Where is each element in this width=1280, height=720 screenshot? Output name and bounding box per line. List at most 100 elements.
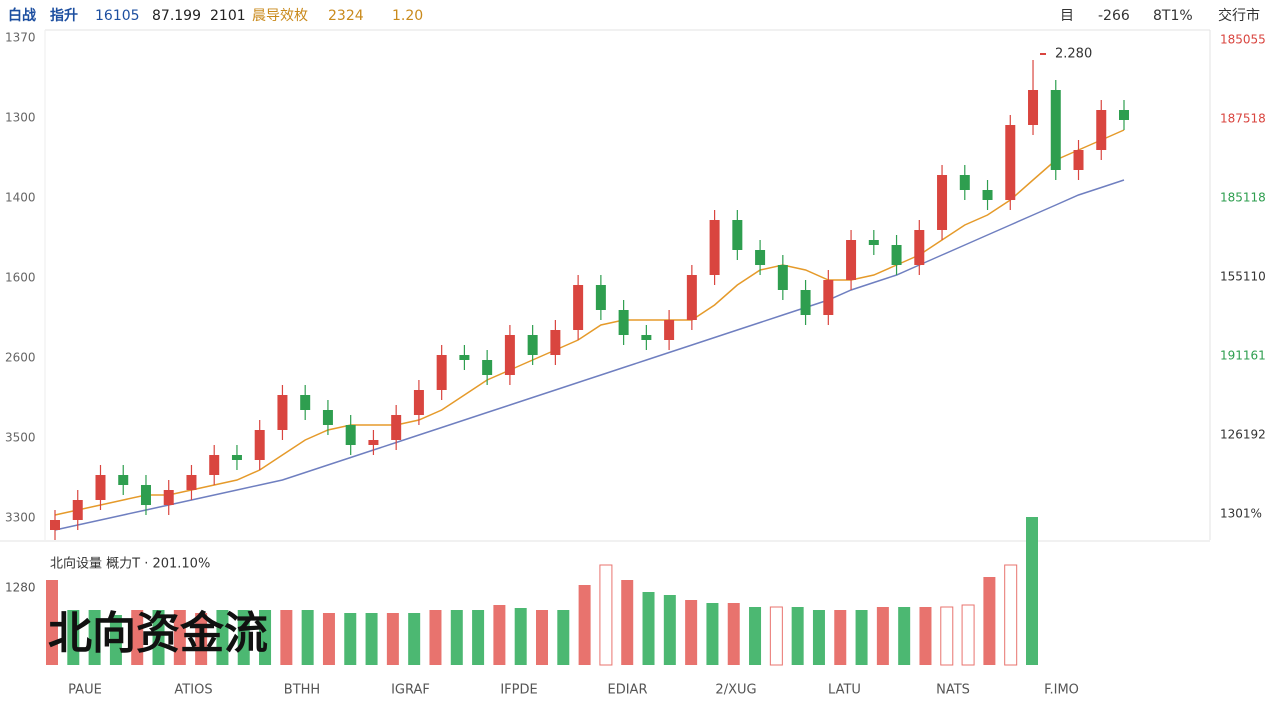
y-axis-label: 1300 bbox=[5, 111, 36, 125]
volume-bar bbox=[834, 610, 847, 665]
candle-body bbox=[436, 355, 447, 390]
volume-bar bbox=[450, 610, 463, 665]
candle-body bbox=[777, 265, 788, 290]
candle-body bbox=[914, 230, 925, 265]
y2-axis-label: 185055 bbox=[1220, 33, 1266, 47]
candle-body bbox=[95, 475, 106, 500]
volume-bar bbox=[109, 615, 122, 665]
y2-axis-label: 187518 bbox=[1220, 112, 1266, 126]
candle-body bbox=[959, 175, 970, 190]
header-item: 2101 bbox=[210, 8, 246, 24]
x-tick-label: IFPDE bbox=[500, 683, 537, 698]
volume-bar bbox=[769, 606, 783, 666]
x-tick-label: 2/XUG bbox=[715, 683, 756, 698]
x-tick-label: BTHH bbox=[284, 683, 320, 698]
volume-bar bbox=[322, 613, 335, 665]
annotation: 2.280 bbox=[1055, 47, 1092, 62]
candle-body bbox=[982, 190, 993, 200]
volume-bar bbox=[344, 613, 357, 665]
volume-bar bbox=[1026, 517, 1038, 665]
y2-axis-label: 155110 bbox=[1220, 270, 1266, 284]
volume-bar bbox=[88, 610, 101, 665]
volume-bar bbox=[429, 610, 442, 665]
candle-body bbox=[1096, 110, 1107, 150]
y2-axis-label: 185118 bbox=[1220, 191, 1266, 205]
volume-bar bbox=[791, 607, 804, 665]
candle-body bbox=[732, 220, 743, 250]
volume-bar bbox=[46, 580, 58, 665]
header-item: 交行市 bbox=[1218, 7, 1260, 24]
volume-bar bbox=[408, 613, 421, 665]
y2-axis-label: 1301% bbox=[1220, 507, 1262, 521]
volume-bar bbox=[983, 577, 996, 665]
volume-bar bbox=[173, 610, 186, 665]
y-axis-label: 1400 bbox=[5, 191, 36, 205]
volume-bar bbox=[685, 600, 698, 665]
candle-body bbox=[277, 395, 288, 430]
y2-axis-label: 126192 bbox=[1220, 428, 1266, 442]
volume-bar bbox=[216, 610, 229, 665]
candle-body bbox=[482, 360, 493, 375]
volume-bar bbox=[940, 606, 954, 666]
candle-body bbox=[413, 390, 424, 415]
volume-bar bbox=[280, 610, 293, 665]
candle-body bbox=[163, 490, 174, 505]
x-tick-label: LATU bbox=[828, 683, 861, 698]
candle-body bbox=[345, 425, 356, 445]
x-tick-label: IGRAF bbox=[391, 683, 430, 698]
candle-body bbox=[322, 410, 333, 425]
volume-bar bbox=[876, 607, 889, 665]
volume-bar bbox=[812, 610, 825, 665]
x-tick-label: PAUE bbox=[68, 683, 102, 698]
volume-bar bbox=[898, 607, 911, 665]
candle-body bbox=[595, 285, 606, 310]
x-tick-label: NATS bbox=[936, 683, 970, 698]
volume-bar bbox=[642, 592, 655, 665]
header-item: -266 bbox=[1098, 8, 1130, 24]
candle-body bbox=[641, 335, 652, 340]
candle-body bbox=[368, 440, 379, 445]
candle-body bbox=[504, 335, 515, 375]
header-item: 白战 bbox=[8, 7, 36, 24]
header-item: 目 bbox=[1060, 8, 1074, 24]
volume-bar bbox=[259, 610, 272, 665]
y-axis-label: 3500 bbox=[5, 431, 36, 445]
volume-bar bbox=[1004, 564, 1018, 666]
candle-body bbox=[1119, 110, 1129, 120]
x-tick-label: F.IMO bbox=[1044, 683, 1079, 698]
volume-bar bbox=[365, 613, 378, 665]
x-tick-label: ATIOS bbox=[174, 683, 212, 698]
volume-bar bbox=[67, 610, 80, 665]
chart-title: 北向资金流 bbox=[48, 608, 268, 659]
volume-bar bbox=[621, 580, 634, 665]
header-item: 晨导效枚 bbox=[252, 8, 308, 24]
header-item: 16105 bbox=[95, 8, 140, 24]
candle-body bbox=[391, 415, 402, 440]
candle-body bbox=[72, 500, 83, 520]
candle-body bbox=[618, 310, 629, 335]
candle-body bbox=[186, 475, 197, 490]
candle-body bbox=[1005, 125, 1016, 200]
x-tick-label: EDIAR bbox=[608, 683, 648, 698]
candle-body bbox=[459, 355, 470, 360]
volume-bar bbox=[237, 610, 250, 665]
candle-body bbox=[891, 245, 902, 265]
candle-body bbox=[527, 335, 538, 355]
volume-bar bbox=[386, 613, 399, 665]
candle-body bbox=[231, 455, 242, 460]
volume-bar bbox=[301, 610, 314, 665]
candle-body bbox=[800, 290, 811, 315]
volume-bar bbox=[727, 603, 740, 665]
candle-body bbox=[868, 240, 879, 245]
candle-body bbox=[846, 240, 857, 280]
candle-body bbox=[209, 455, 220, 475]
volume-bar bbox=[855, 610, 868, 665]
candle-body bbox=[1050, 90, 1061, 170]
volume-title: 北向设量 概力T · 201.10% bbox=[50, 556, 210, 572]
header-item: 1.20 bbox=[392, 8, 423, 24]
volume-bar bbox=[599, 564, 613, 666]
header-item: 指升 bbox=[50, 7, 78, 24]
candle-body bbox=[1028, 90, 1039, 125]
header-item: 87.199 bbox=[152, 8, 201, 24]
